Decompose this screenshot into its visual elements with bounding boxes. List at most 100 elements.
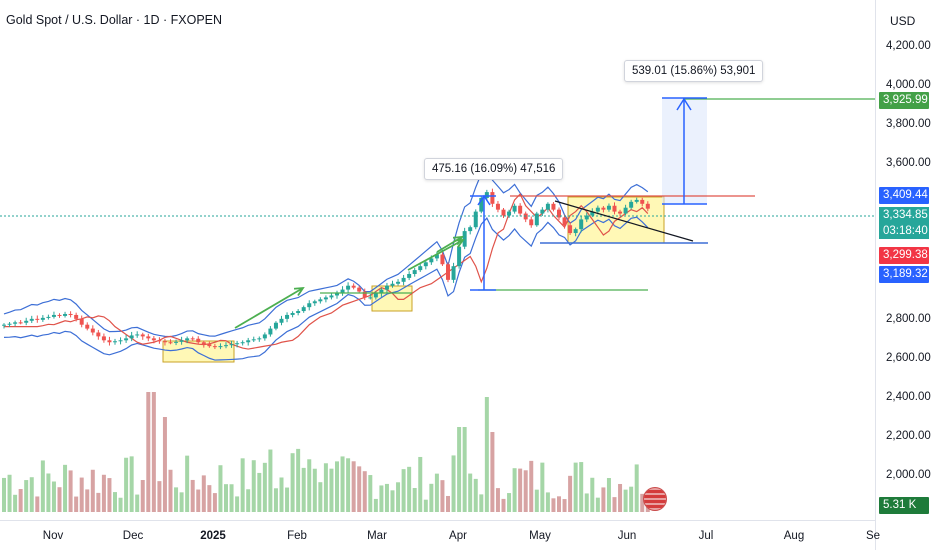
candle-body: [51, 314, 56, 317]
volume-bar: [390, 490, 395, 512]
candle-body: [273, 322, 278, 329]
candle-body: [473, 211, 478, 228]
candle-body: [323, 297, 328, 300]
candle-body: [179, 340, 184, 342]
volume-bar: [85, 489, 90, 512]
candle-body: [423, 262, 428, 267]
candle-body: [457, 246, 462, 267]
candle-body: [7, 323, 12, 325]
volume-bar: [307, 459, 312, 512]
volume-bar: [57, 487, 62, 512]
candle-body: [529, 219, 534, 226]
candle-body: [90, 328, 95, 333]
volume-bar: [185, 455, 190, 512]
candle-body: [129, 335, 134, 339]
volume-bar: [573, 462, 578, 512]
candle-body: [279, 318, 284, 323]
volume-bar: [140, 480, 145, 512]
candle-body: [262, 334, 267, 339]
chart-area[interactable]: Gold Spot / U.S. Dollar · 1D · FXOPEN 47…: [0, 0, 875, 520]
candle-body: [124, 338, 129, 341]
bar-countdown-badge: 03:18:40: [879, 223, 929, 239]
candle-body: [157, 340, 162, 342]
candle-body: [35, 318, 40, 320]
y-tick-2600: 2,600.00: [886, 352, 931, 364]
candle-body: [434, 254, 439, 259]
volume-bar: [218, 465, 223, 512]
candle-body: [501, 209, 506, 216]
candle-body: [590, 211, 595, 216]
volume-bar: [490, 432, 495, 512]
candle-body: [612, 205, 617, 212]
candle-body: [412, 270, 417, 274]
candle-body: [390, 283, 395, 286]
currency-label[interactable]: USD: [890, 14, 916, 28]
volume-bar: [312, 468, 317, 512]
moving-average: [4, 193, 649, 350]
volume-bar: [207, 485, 212, 512]
time-axis[interactable]: Nov Dec 2025 Feb Mar Apr May Jun Jul Aug…: [0, 520, 880, 551]
descending-trendline: [554, 200, 694, 242]
candle-body: [190, 338, 195, 340]
volume-bar: [401, 469, 406, 512]
trend-arrow: [407, 239, 464, 271]
candle-body: [490, 192, 495, 204]
candle-body: [113, 341, 117, 343]
volume-bar: [545, 492, 550, 512]
candle-body: [507, 211, 512, 216]
measure2-arrowhead: [676, 97, 692, 111]
volume-bar: [212, 493, 217, 512]
candle-body: [368, 297, 373, 299]
candle-body: [85, 324, 90, 329]
measure1-arrowhead: [477, 194, 491, 206]
volume-bar: [473, 478, 478, 512]
candle-body: [185, 338, 190, 341]
candle-body: [207, 344, 212, 347]
x-tick-may: May: [529, 530, 551, 542]
candle-body: [140, 334, 145, 337]
volume-bar: [279, 477, 284, 512]
symbol-title[interactable]: Gold Spot / U.S. Dollar · 1D · FXOPEN: [6, 13, 223, 27]
candle-body: [601, 207, 606, 210]
candle-body: [218, 346, 223, 348]
volume-bar: [457, 427, 462, 512]
volume-bar: [273, 488, 278, 512]
candle-body: [551, 203, 556, 210]
volume-bar: [96, 492, 101, 512]
x-tick-aug: Aug: [783, 530, 805, 542]
volume-bar: [529, 460, 534, 512]
candle-body: [268, 328, 273, 335]
volume-bar: [512, 468, 517, 512]
us-flag-icon[interactable]: [643, 487, 667, 511]
price-axis[interactable]: USD 4,200.00 4,000.00 3,800.00 3,600.00 …: [875, 0, 932, 550]
volume-bar: [557, 496, 561, 512]
volume-bar: [268, 449, 273, 512]
volume-bar: [507, 493, 512, 512]
candle-body: [629, 201, 634, 208]
candle-body: [107, 340, 112, 343]
candle-body: [640, 199, 645, 204]
price-chart[interactable]: [0, 0, 875, 520]
volume-bar: [46, 473, 51, 512]
y-tick-3800: 3,800.00: [886, 118, 931, 130]
candle-body: [29, 318, 34, 321]
candle-body: [384, 285, 389, 290]
volume-bar: [2, 477, 6, 512]
candle-body: [451, 266, 456, 280]
volume-bar: [157, 481, 162, 512]
volume-bar: [551, 498, 556, 512]
volume-bar: [568, 475, 573, 512]
x-tick-sep: Se: [865, 530, 881, 542]
volume-bar: [290, 453, 295, 512]
volume-bar: [429, 483, 434, 512]
candle-body: [401, 277, 406, 282]
candle-body: [285, 314, 290, 319]
volume-bar: [235, 496, 240, 512]
volume-bar: [468, 473, 473, 512]
volume-bar: [462, 427, 467, 512]
y-tick-2000: 2,000.00: [886, 469, 931, 481]
candle-body: [40, 317, 45, 320]
volume-bar: [174, 487, 179, 512]
volume-bar: [618, 483, 623, 512]
volume-bar: [434, 473, 439, 512]
